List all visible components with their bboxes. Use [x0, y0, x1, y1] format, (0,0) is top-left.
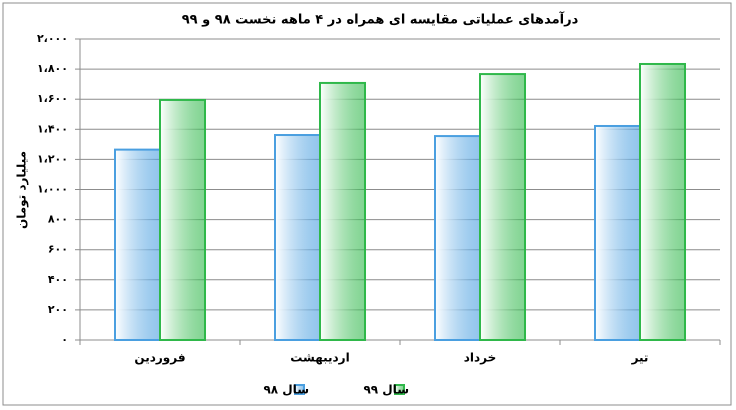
legend-swatch [294, 384, 305, 395]
y-tick-label: ۱،۶۰۰ [37, 92, 68, 105]
bar [159, 98, 206, 341]
x-tick-label: تیر [631, 351, 649, 365]
legend-label: سال ۹۹ [363, 383, 409, 397]
y-tick-label: ۰ [61, 333, 68, 346]
y-tick-label: ۱،۰۰۰ [37, 183, 68, 196]
bar [434, 135, 481, 341]
y-tick-label: ۱،۴۰۰ [37, 122, 68, 135]
bar [594, 124, 641, 341]
legend-label: سال ۹۸ [263, 383, 309, 397]
x-tick-label: فروردین [134, 351, 185, 366]
bar [319, 81, 366, 341]
y-axis-title: میلیارد تومان [15, 151, 30, 229]
y-tick-label: ۲۰۰ [48, 303, 68, 316]
y-tick-label: ۴۰۰ [48, 273, 68, 286]
x-tick-label: خرداد [464, 351, 497, 365]
y-tick-label: ۸۰۰ [48, 213, 68, 226]
y-tick-label: ۲،۰۰۰ [37, 32, 68, 45]
y-tick-label: ۱،۸۰۰ [37, 62, 68, 75]
x-tick-label: اردیبهشت [290, 351, 349, 365]
chart-title: درآمدهای عملیاتی مقایسه ای همراه در ۴ ما… [182, 11, 579, 28]
bar [274, 134, 321, 341]
bar [479, 73, 526, 341]
bar [639, 62, 686, 341]
legend-swatch [394, 384, 405, 395]
bar [114, 148, 161, 341]
y-tick-label: ۱،۲۰۰ [37, 152, 68, 165]
y-tick-label: ۶۰۰ [48, 243, 68, 256]
